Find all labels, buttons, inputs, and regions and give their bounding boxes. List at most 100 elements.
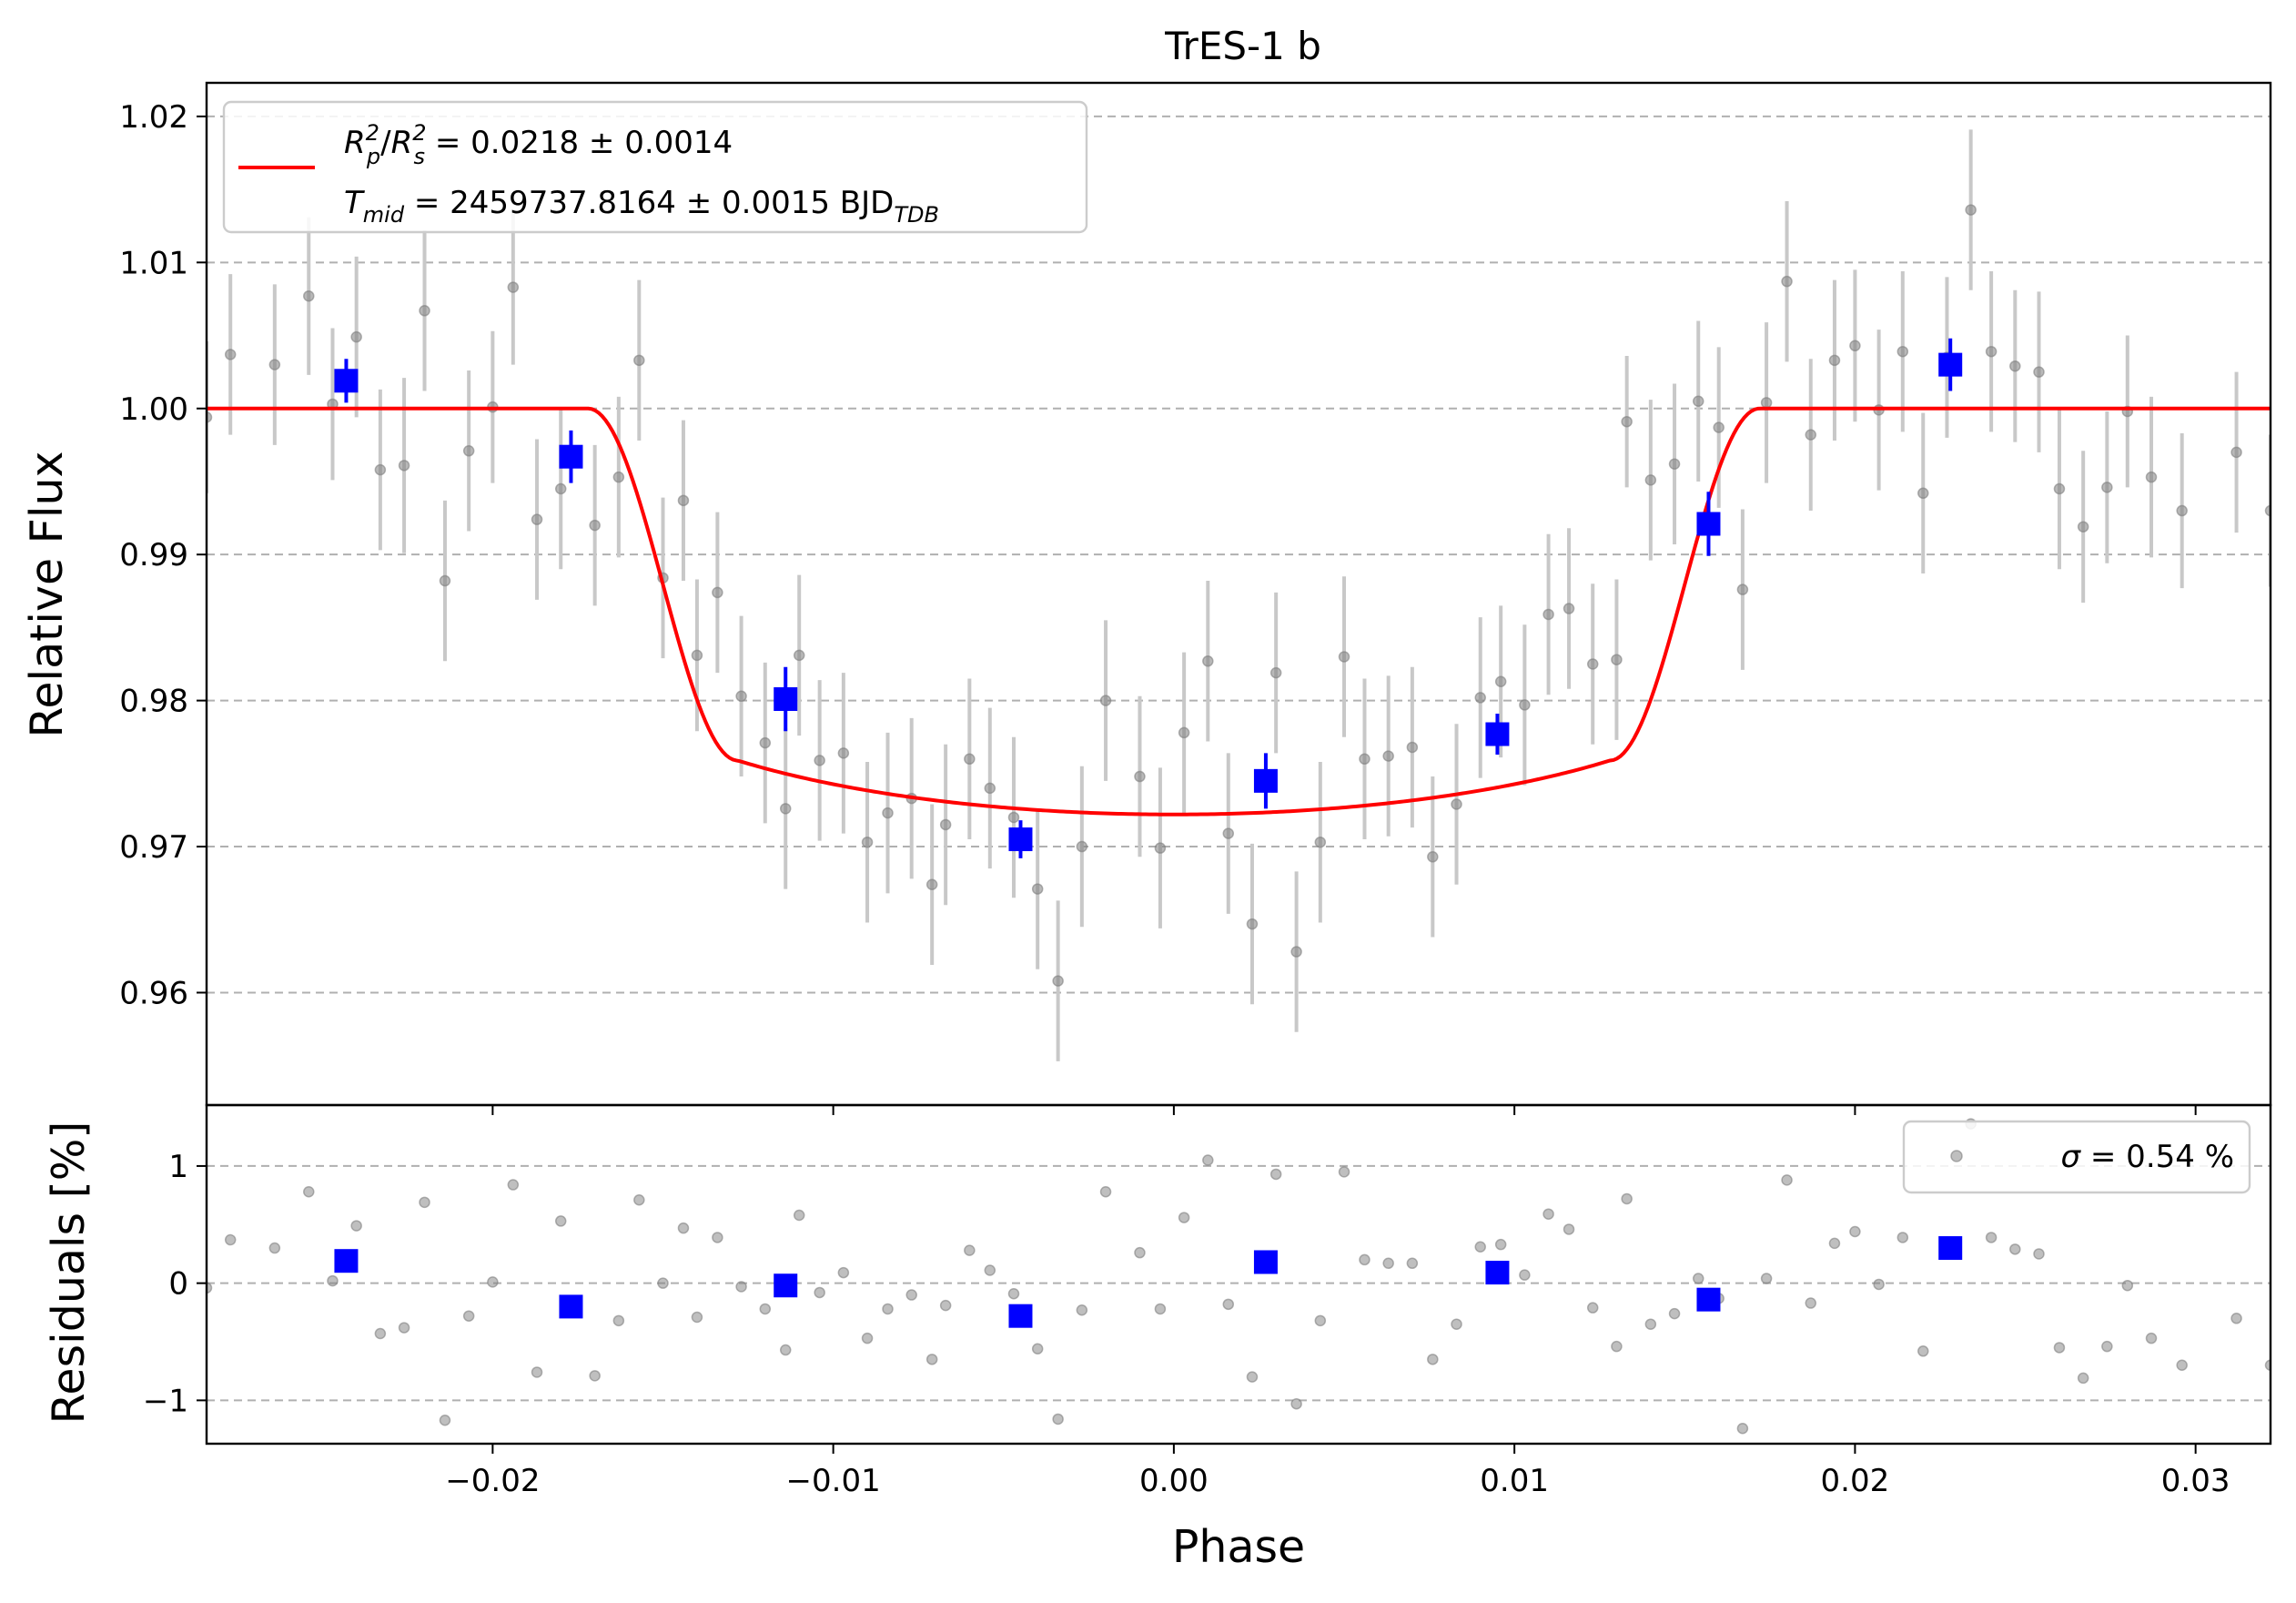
residual-point [1849,1225,1861,1238]
transit-model-curve [207,406,2271,817]
binned-residual-point [1485,1261,1510,1285]
raw-point [1154,842,1167,854]
raw-point [1338,651,1350,663]
main-y-tick-label: 0.98 [119,684,188,720]
binned-residual-point [1696,1287,1721,1312]
raw-point [1052,975,1064,987]
raw-point [1246,918,1259,930]
residual-point [1406,1257,1419,1270]
binned-residual-point [1008,1304,1033,1328]
residual-point [964,1244,976,1256]
residual-point [1246,1371,1259,1383]
binned-point [1485,722,1510,746]
raw-point [759,736,772,749]
main-y-tick-label: 0.97 [119,829,188,866]
residual-point [1382,1257,1394,1270]
residual-plot-frame [205,1103,2272,1446]
raw-point [1314,836,1327,848]
residual-point [1563,1223,1575,1235]
raw-point [633,354,645,367]
residual-point [589,1370,601,1382]
residual-point [779,1344,792,1356]
residual-point [1828,1237,1841,1250]
residual-point [1314,1314,1327,1327]
raw-point [1222,827,1235,839]
raw-point [1494,675,1507,688]
raw-point [1542,608,1554,621]
raw-point [1621,415,1633,428]
legend-tmid-label: Tmid = 2459737.8164 ± 0.0015 BJDTDB [344,185,939,228]
raw-point [2101,482,2113,493]
raw-point [207,411,213,423]
raw-point [224,349,237,360]
raw-point [984,782,996,795]
raw-point [814,755,825,766]
raw-point [1849,340,1861,352]
main-y-axis-label: Relative Flux [21,451,73,737]
raw-point [735,690,747,703]
residual-point [1076,1304,1088,1316]
residual-point [793,1209,805,1222]
x-tick-label: 0.00 [1139,1463,1209,1499]
residual-point [1134,1246,1146,1259]
residual-point [1359,1253,1371,1266]
residual-point [1178,1212,1190,1223]
residual-point [1099,1186,1112,1198]
main-y-tick-label: 0.99 [119,537,188,573]
x-axis-label: Phase [1172,1521,1305,1573]
residual-point [1781,1174,1793,1186]
residual-point [1519,1269,1531,1281]
residual-point [1154,1303,1167,1315]
raw-point [793,649,805,662]
residual-point [531,1366,543,1378]
raw-point [677,494,690,507]
raw-point [1828,354,1841,367]
residual-y-tick-label: 0 [168,1266,188,1303]
residual-point [350,1220,362,1232]
residual-point [837,1266,850,1279]
binned-data-points [334,338,1963,858]
residual-point [2230,1313,2242,1324]
residual-point [925,1354,938,1365]
raw-point [531,513,543,525]
residual-point [1692,1273,1704,1284]
raw-point [779,803,792,815]
raw-point [1007,811,1020,824]
residual-point [1338,1166,1350,1178]
binned-point [334,369,359,393]
main-panel: 0.96 0.97 0.98 0.99 1.00 1.01 1.02 Relative Fl… [21,81,2272,1115]
raw-point [1099,695,1112,706]
residual-y-tick-label: 1 [168,1149,188,1185]
residual-point [419,1196,430,1209]
raw-point [507,281,520,293]
residual-points [207,1118,2271,1435]
binned-point [1696,512,1721,536]
residual-point [861,1332,874,1344]
residual-point [1611,1340,1623,1353]
raw-point [1269,666,1282,679]
raw-point [462,445,475,457]
raw-point [419,305,430,317]
binned-point [774,687,798,712]
residual-point [712,1232,723,1243]
residual-point [374,1327,387,1340]
residual-point [814,1286,825,1299]
legend-sigma-label: σ = 0.54 % [2061,1139,2234,1175]
raw-point [1611,654,1623,665]
residual-point [207,1282,213,1294]
residual-point [2101,1340,2113,1353]
raw-point [612,471,625,483]
residual-point [1760,1273,1773,1284]
residual-point [2176,1359,2188,1372]
residual-point [1052,1413,1064,1425]
residual-point [462,1310,475,1322]
chart-title: TrES-1 b [1164,24,1321,68]
main-y-tick-label: 1.01 [119,245,188,281]
raw-point [1290,946,1302,958]
main-legend: R2 p/R2 s = 0.0218 ± 0.0014 Tmid = 2459737… [222,100,1088,234]
raw-point [1896,345,1909,358]
residual-point [612,1314,625,1327]
residual-point [677,1222,690,1234]
residual-point [1451,1318,1462,1330]
raw-point [2053,482,2066,495]
